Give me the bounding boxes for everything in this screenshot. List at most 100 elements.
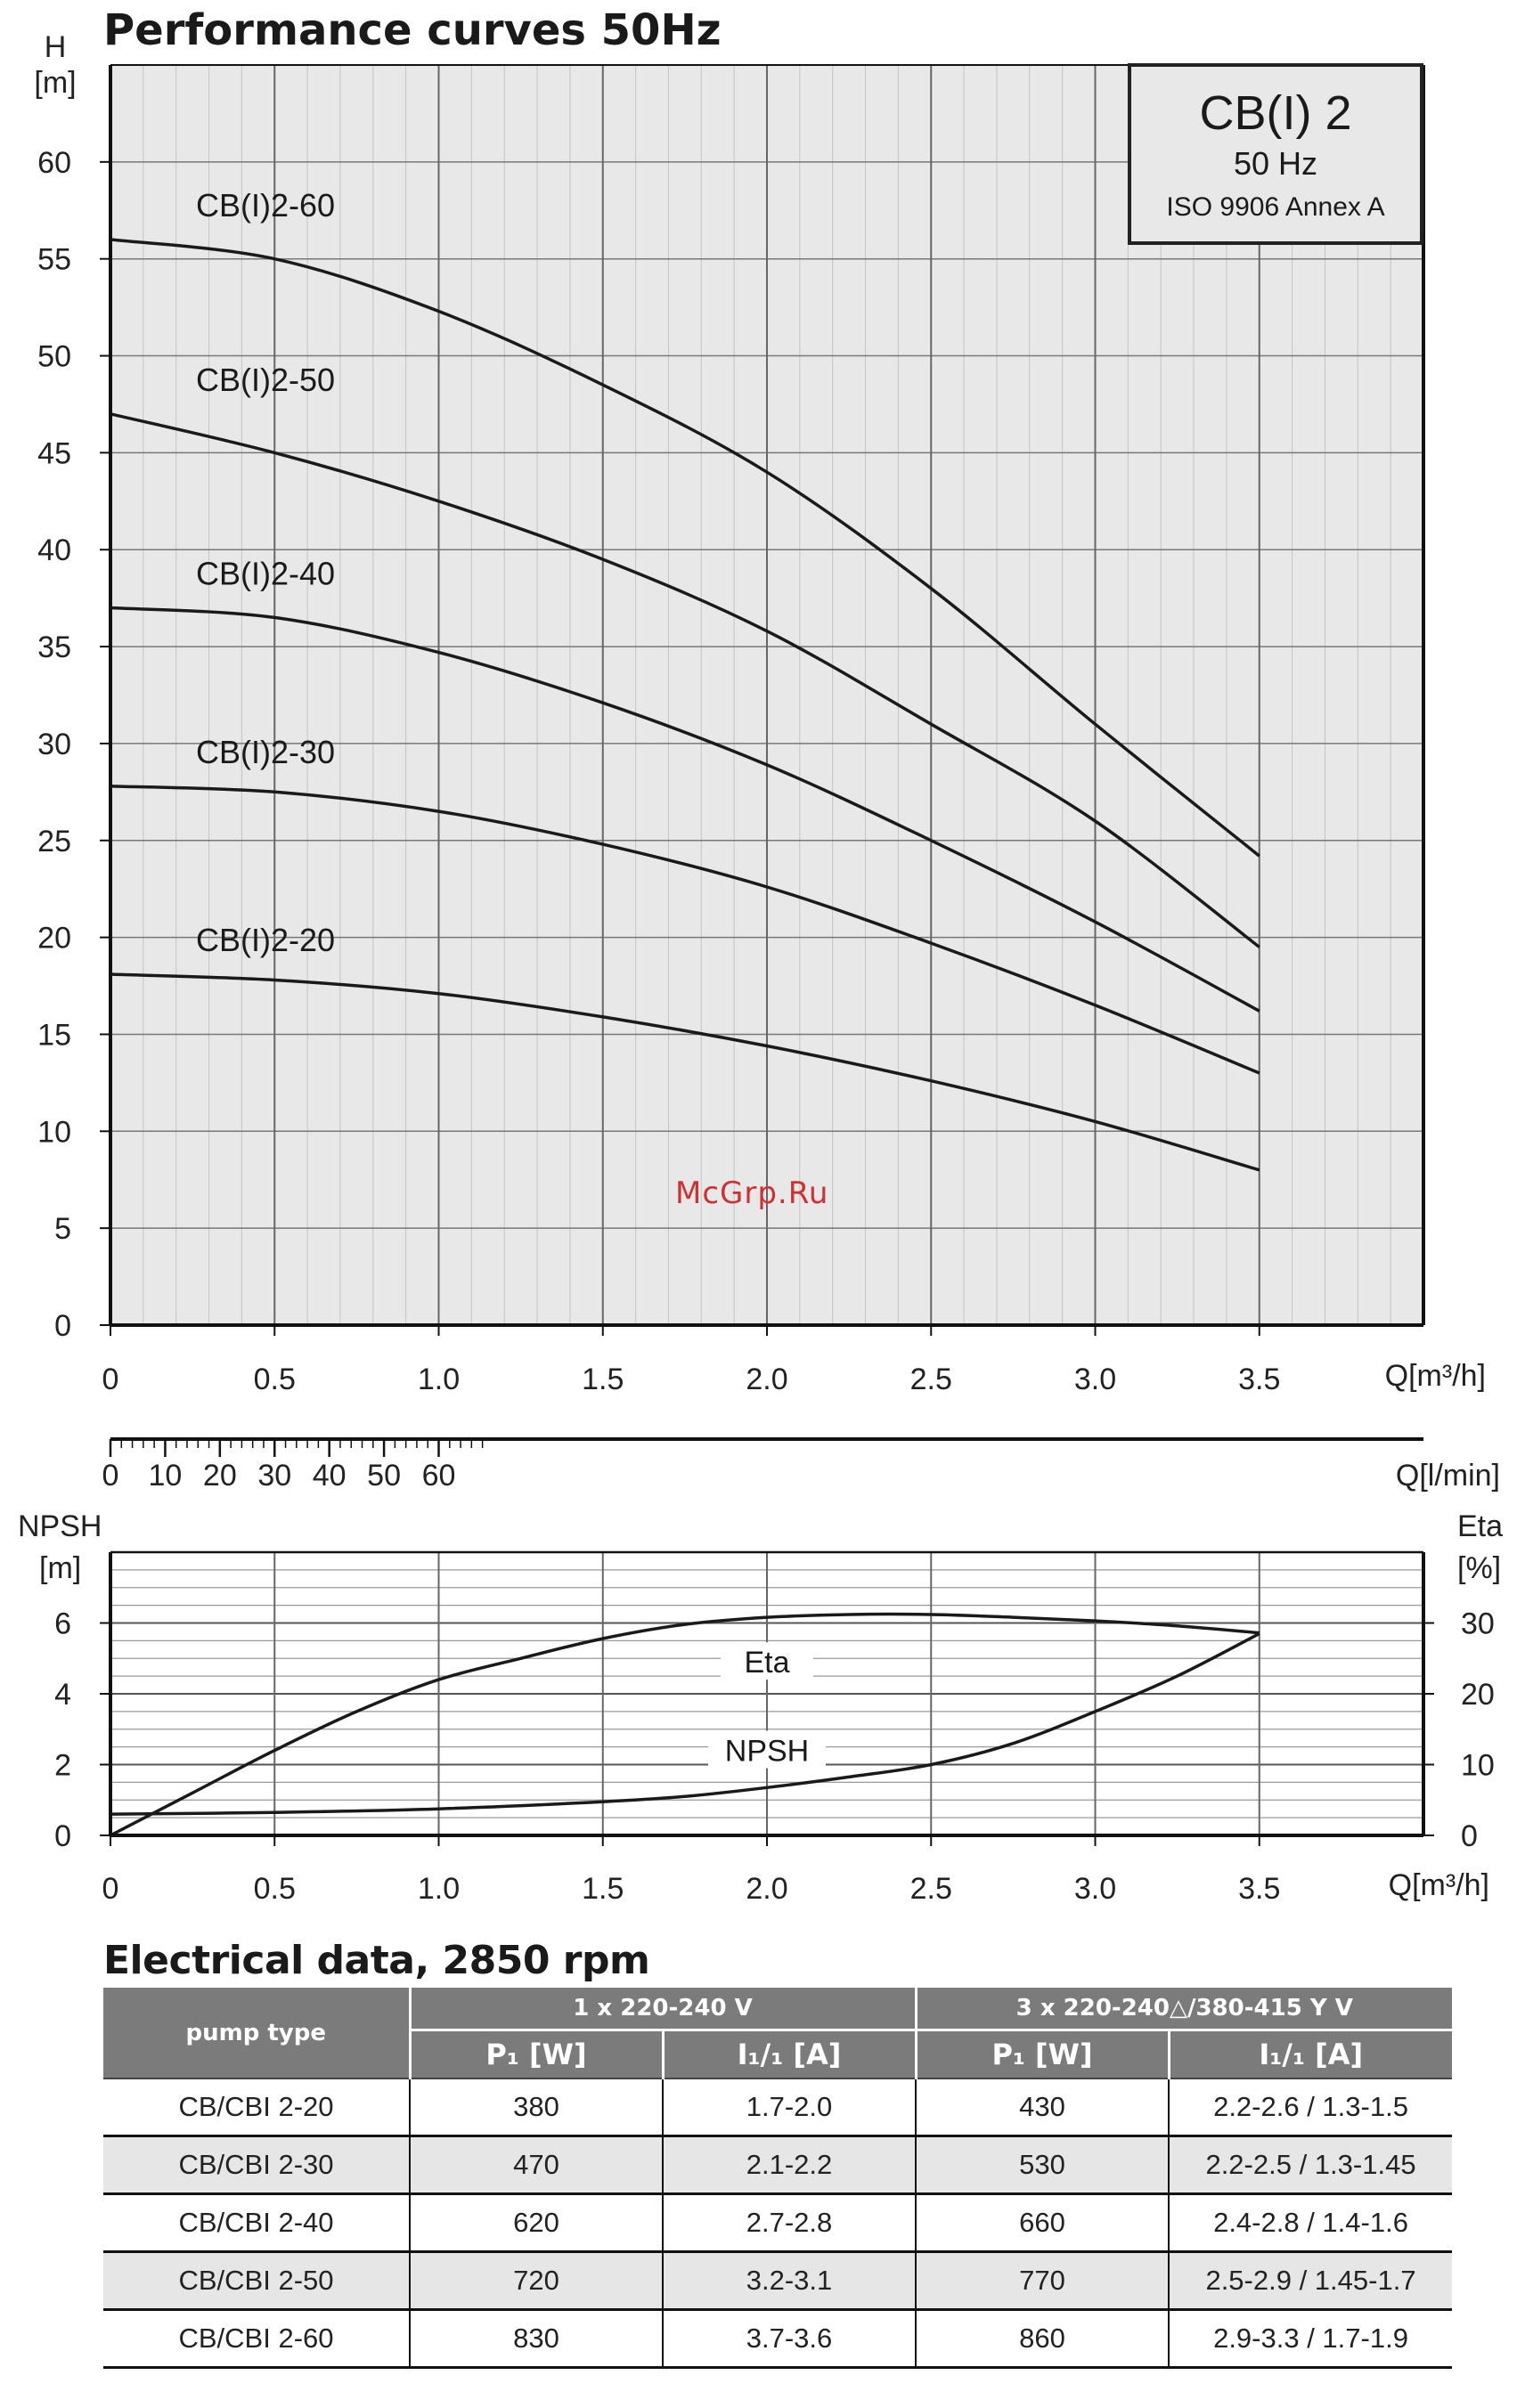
- table-row: CB/CBI 2-40 620 2.7-2.8 660 2.4-2.8 / 1.…: [103, 2193, 1453, 2253]
- head-y-tick-label: 15: [37, 1018, 71, 1052]
- head-curve-cb-i-2-50: [110, 412, 1260, 948]
- cell-p1-1phase: 620: [409, 2193, 663, 2253]
- head-y-tick-label: 45: [37, 436, 71, 470]
- cell-pump-type: CB/CBI 2-40: [103, 2193, 410, 2253]
- table-row: CB/CBI 2-60 830 3.7-3.6 860 2.9-3.3 / 1.…: [103, 2309, 1453, 2369]
- npsh-y-label: NPSH: [18, 1509, 102, 1543]
- head-curve-cb-i-2-20: [110, 972, 1260, 1172]
- lmin-tick-label: 10: [149, 1459, 183, 1493]
- head-x-label: Q[m³/h]: [1385, 1359, 1486, 1393]
- header-pump-type: pump type: [103, 1988, 410, 2079]
- head-curve-label: CB(I)2-40: [196, 556, 335, 592]
- cell-p1-3phase: 860: [915, 2309, 1170, 2369]
- cell-p1-1phase: 470: [409, 2135, 663, 2195]
- table-row: CB/CBI 2-20 380 1.7-2.0 430 2.2-2.6 / 1.…: [103, 2078, 1453, 2137]
- cell-p1-1phase: 380: [409, 2078, 663, 2137]
- npsh-x-tick-label: 3.0: [1074, 1872, 1116, 1906]
- head-y-label: H: [45, 30, 67, 64]
- head-y-tick-label: 20: [37, 922, 71, 956]
- header-i-3phase: I₁/₁ [A]: [1167, 2029, 1453, 2079]
- head-curve-label: CB(I)2-60: [196, 187, 335, 224]
- npsh-x-tick-label: 2.5: [910, 1872, 952, 1906]
- cell-pump-type: CB/CBI 2-20: [103, 2078, 410, 2137]
- npsh-eta-curves: Eta NPSH: [110, 1612, 1260, 1837]
- header-3phase: 3 x 220-240△/380-415 Y V: [914, 1988, 1453, 2030]
- eta-y-tick-label: 20: [1461, 1678, 1495, 1712]
- head-x-tick-label: 1.5: [582, 1363, 624, 1396]
- head-x-tick-label: 0.5: [254, 1363, 296, 1396]
- cell-i-3phase: 2.5-2.9 / 1.45-1.7: [1168, 2251, 1453, 2311]
- head-curve-cb-i-2-40: [110, 606, 1260, 1013]
- head-curve-label: CB(I)2-30: [196, 734, 335, 770]
- head-y-tick-label: 50: [37, 340, 71, 374]
- secondary-x-axis-lmin: 0 10 20 30 40 50 60 Q[l/min]: [102, 1437, 1500, 1493]
- cell-p1-3phase: 770: [915, 2251, 1170, 2311]
- head-y-tick-label: 55: [37, 243, 71, 277]
- header-i-1phase: I₁/₁ [A]: [661, 2029, 917, 2079]
- header-p1-1phase: P₁ [W]: [408, 2029, 663, 2079]
- info-box-frequency: 50 Hz: [1234, 145, 1317, 182]
- head-y-unit: [m]: [34, 66, 76, 100]
- head-y-tick-label: 25: [37, 825, 71, 858]
- head-y-tick-label: 10: [37, 1115, 71, 1149]
- npsh-curve-label: NPSH: [725, 1735, 809, 1769]
- cell-p1-1phase: 830: [409, 2309, 663, 2369]
- lmin-tick-label: 60: [422, 1459, 456, 1493]
- head-y-tick-label: 30: [37, 728, 71, 761]
- header-1phase: 1 x 220-240 V: [408, 1988, 917, 2030]
- head-x-tick-label: 0: [102, 1363, 119, 1396]
- head-x-tick-label: 2.0: [746, 1363, 787, 1396]
- head-y-tick-label: 40: [37, 533, 71, 567]
- head-curves: CB(I)2-60 CB(I)2-50 CB(I)2-40 CB(I)2-30 CB(I…: [110, 187, 1260, 1172]
- npsh-y-tick-label: 6: [54, 1607, 71, 1641]
- head-y-tick-label: 60: [37, 146, 71, 180]
- cell-p1-3phase: 530: [915, 2135, 1170, 2195]
- npsh-label-bg: [708, 1730, 826, 1769]
- npsh-y-unit: [m]: [39, 1551, 81, 1585]
- cell-i-3phase: 2.2-2.6 / 1.3-1.5: [1168, 2078, 1453, 2137]
- lmin-tick-label: 20: [203, 1459, 237, 1493]
- cell-pump-type: CB/CBI 2-30: [103, 2135, 410, 2195]
- cell-i-1phase: 2.1-2.2: [661, 2135, 917, 2195]
- cell-p1-1phase: 720: [409, 2251, 663, 2311]
- eta-y-unit: [%]: [1457, 1551, 1501, 1585]
- watermark: McGrp.Ru: [675, 1176, 829, 1211]
- head-curve-label: CB(I)2-20: [196, 922, 335, 958]
- eta-y-tick-label: 10: [1461, 1749, 1495, 1783]
- cell-pump-type: CB/CBI 2-50: [103, 2251, 410, 2311]
- head-y-tick-label: 5: [54, 1212, 71, 1246]
- npsh-x-tick-label: 3.5: [1238, 1872, 1280, 1906]
- curve-eta: [110, 1612, 1260, 1837]
- lmin-tick-label: 30: [257, 1459, 291, 1493]
- head-axes: 0 5 10 15 20 25 30 35 40 45 50 55 60 H[m] 0 0.5 1.0 1.5 2.…: [34, 30, 1486, 1396]
- npsh-eta-axes: 0 2 4 6 0 10 20 30 NPSH [m] Eta [%] 0 0.5 1.0 1.5 2.0 2.5…: [18, 1509, 1503, 1906]
- info-box: CB(I) 2 50 Hz ISO 9906 Annex A: [1128, 63, 1423, 245]
- lmin-tick-label: 50: [367, 1459, 401, 1493]
- head-y-tick-label: 0: [54, 1309, 71, 1343]
- page-title: Performance curves 50Hz: [103, 5, 722, 55]
- npsh-y-tick-label: 4: [54, 1678, 71, 1712]
- eta-label-bg: [721, 1642, 813, 1680]
- head-curve-cb-i-2-60: [110, 238, 1260, 858]
- cell-p1-3phase: 660: [915, 2193, 1170, 2253]
- cell-i-1phase: 1.7-2.0: [661, 2078, 917, 2137]
- npsh-y-tick-label: 0: [54, 1819, 71, 1853]
- cell-i-3phase: 2.2-2.5 / 1.3-1.45: [1168, 2135, 1453, 2195]
- npsh-eta-grid: [110, 1552, 1423, 1835]
- head-grid: [110, 65, 1423, 1325]
- curve-npsh: [110, 1631, 1260, 1816]
- npsh-x-tick-label: 1.5: [582, 1872, 624, 1906]
- lmin-tick-label: 0: [102, 1459, 119, 1493]
- head-curve-cb-i-2-30: [110, 785, 1260, 1075]
- npsh-x-tick-label: 2.0: [746, 1872, 787, 1906]
- head-x-tick-label: 2.5: [910, 1363, 952, 1396]
- npsh-x-tick-label: 0: [102, 1872, 119, 1906]
- cell-i-3phase: 2.4-2.8 / 1.4-1.6: [1168, 2193, 1453, 2253]
- header-p1-3phase: P₁ [W]: [914, 2029, 1170, 2079]
- eta-curve-label: Eta: [744, 1646, 789, 1680]
- npsh-x-label: Q[m³/h]: [1389, 1868, 1489, 1902]
- head-x-tick-label: 3.5: [1238, 1363, 1280, 1396]
- info-box-standard: ISO 9906 Annex A: [1166, 192, 1384, 222]
- eta-y-label: Eta: [1457, 1509, 1503, 1543]
- electrical-data-table: pump type 1 x 220-240 V 3 x 220-240△/380…: [103, 1988, 1453, 2369]
